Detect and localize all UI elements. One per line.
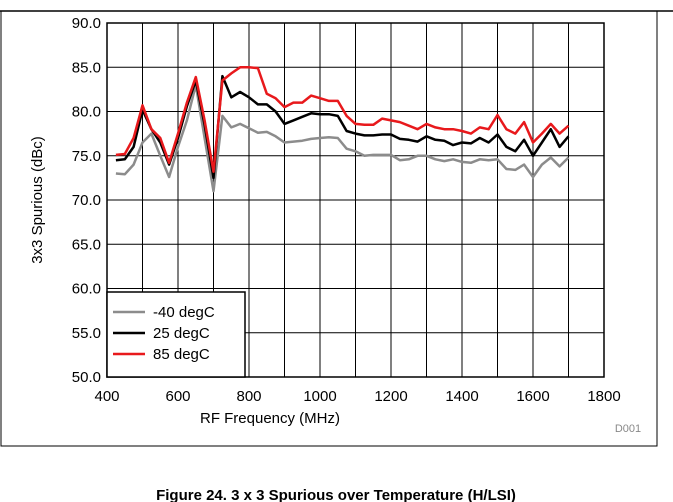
y-tick-label: 50.0 — [72, 369, 101, 386]
y-tick-label: 55.0 — [72, 325, 101, 342]
y-tick-label: 80.0 — [72, 104, 101, 121]
plot-border — [106, 22, 605, 378]
y-tick-label: 90.0 — [72, 15, 101, 32]
x-tick-label: 1400 — [445, 388, 478, 405]
y-tick-label: 75.0 — [72, 148, 101, 165]
x-tick-label: 1800 — [587, 388, 620, 405]
x-tick-label: 600 — [165, 388, 190, 405]
legend-label: 85 degC — [153, 346, 210, 363]
y-tick-label: 60.0 — [72, 281, 101, 298]
x-tick-label: 1200 — [374, 388, 407, 405]
frame — [0, 10, 658, 447]
x-tick-label: 1600 — [516, 388, 549, 405]
x-axis-label: RF Frequency (MHz) — [200, 410, 340, 427]
y-tick-label: 85.0 — [72, 59, 101, 76]
y-tick-label: 65.0 — [72, 236, 101, 253]
y-tick-label: 70.0 — [72, 192, 101, 209]
series-line — [115, 66, 570, 173]
x-tick-label: 1000 — [303, 388, 336, 405]
x-tick-label: 800 — [236, 388, 261, 405]
x-tick-label: 400 — [94, 388, 119, 405]
caption: Figure 24. 3 x 3 Spurious over Temperatu… — [156, 487, 516, 502]
legend — [106, 291, 246, 378]
y-axis-label: 3x3 Spurious (dBc) — [29, 136, 46, 264]
legend-label: -40 degC — [153, 304, 215, 321]
series-line — [115, 83, 570, 193]
legend-label: 25 degC — [153, 325, 210, 342]
note: D001 — [615, 423, 641, 435]
